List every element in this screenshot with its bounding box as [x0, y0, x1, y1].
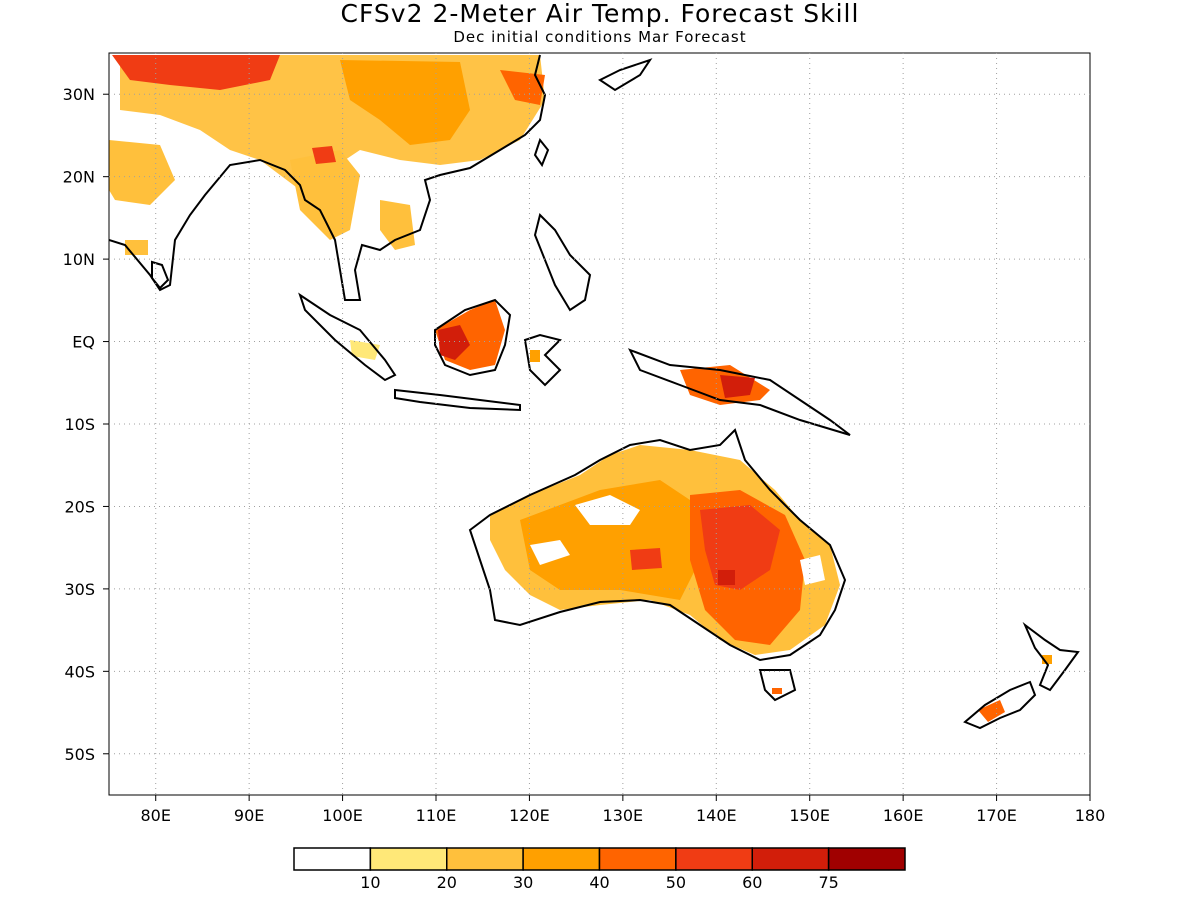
skill-shading	[109, 55, 1052, 722]
shade-indochina	[290, 150, 360, 240]
shade-australia-dark	[718, 570, 735, 585]
legend-swatch	[522, 847, 601, 871]
x-tick-label: 90E	[234, 806, 264, 825]
legend-swatch	[293, 847, 372, 871]
legend-swatch	[446, 847, 524, 871]
x-tick-label: 180	[1075, 806, 1106, 825]
x-tick-label: 130E	[603, 806, 644, 825]
coast-new-guinea	[627, 348, 851, 436]
legend-swatch	[598, 847, 677, 871]
coast-japan	[598, 58, 653, 92]
coast-tasmania	[758, 669, 797, 702]
shade-australia-core	[700, 505, 780, 590]
coast-sri-lanka	[151, 260, 170, 290]
y-tick-label: 30S	[64, 580, 95, 599]
y-tick-label: 40S	[64, 662, 95, 681]
legend-label: 75	[818, 873, 838, 892]
y-tick-label: 20S	[64, 497, 95, 516]
legend-swatch	[751, 847, 830, 871]
map-subtitle: Dec initial conditions Mar Forecast	[453, 28, 747, 46]
axis-ticks: 80E 90E 100E 110E 120E 130E 140E 150E 160E 170E 18…	[63, 85, 1106, 825]
shade-se-china	[500, 70, 545, 105]
legend-label: 20	[437, 873, 457, 892]
shade-tibet-red	[112, 55, 280, 90]
shade-nz-south	[978, 700, 1005, 722]
y-tick-label: 50S	[64, 745, 95, 764]
coast-nz-north	[1022, 621, 1080, 692]
coast-asia	[109, 54, 547, 301]
map-title: CFSv2 2-Meter Air Temp. Forecast Skill	[340, 0, 860, 28]
lat-lon-grid	[109, 53, 1090, 795]
shade-australia-white1	[575, 495, 640, 525]
coast-sumatra	[298, 292, 397, 382]
shade-australia-white2	[530, 540, 570, 565]
color-legend: 10 20 30 40 50 60 75	[293, 847, 906, 892]
legend-label: 50	[666, 873, 686, 892]
shade-china-orange	[340, 60, 470, 145]
legend-label: 10	[360, 873, 380, 892]
x-tick-label: 100E	[322, 806, 363, 825]
shade-india-west	[109, 140, 175, 205]
x-tick-label: 150E	[789, 806, 830, 825]
coast-java	[394, 388, 521, 412]
y-tick-label: 20N	[63, 168, 95, 187]
x-tick-label: 170E	[976, 806, 1017, 825]
legend-label: 30	[513, 873, 533, 892]
shade-australia-orange	[520, 480, 700, 600]
coast-sulawesi	[523, 333, 562, 387]
y-tick-label: EQ	[72, 333, 95, 352]
y-tick-label: 30N	[63, 85, 95, 104]
coast-borneo	[434, 298, 512, 377]
shade-india-spot	[125, 240, 148, 255]
shade-indochina-red	[312, 146, 336, 164]
y-tick-label: 10S	[64, 415, 95, 434]
coast-nz-south	[963, 680, 1037, 730]
y-tick-label: 10N	[63, 250, 95, 269]
shade-borneo-red	[438, 325, 470, 360]
shade-australia-red2	[630, 548, 662, 570]
coast-australia	[468, 428, 847, 662]
x-tick-label: 160E	[883, 806, 924, 825]
coastlines	[109, 54, 1080, 730]
x-tick-label: 80E	[140, 806, 170, 825]
legend-swatch	[369, 847, 448, 871]
legend-label: 60	[742, 873, 762, 892]
shade-new-guinea-red	[720, 375, 755, 398]
legend-swatch	[675, 847, 753, 871]
legend-swatch	[827, 847, 906, 871]
shade-sulawesi	[530, 350, 540, 362]
shade-australia-white3	[800, 555, 825, 585]
legend-label: 40	[589, 873, 609, 892]
shade-vietnam	[380, 200, 415, 250]
x-tick-label: 120E	[509, 806, 550, 825]
x-tick-label: 110E	[416, 806, 457, 825]
coast-philippines	[533, 213, 592, 312]
coast-taiwan	[533, 137, 550, 168]
x-tick-label: 140E	[696, 806, 737, 825]
shade-tasmania	[772, 688, 782, 694]
